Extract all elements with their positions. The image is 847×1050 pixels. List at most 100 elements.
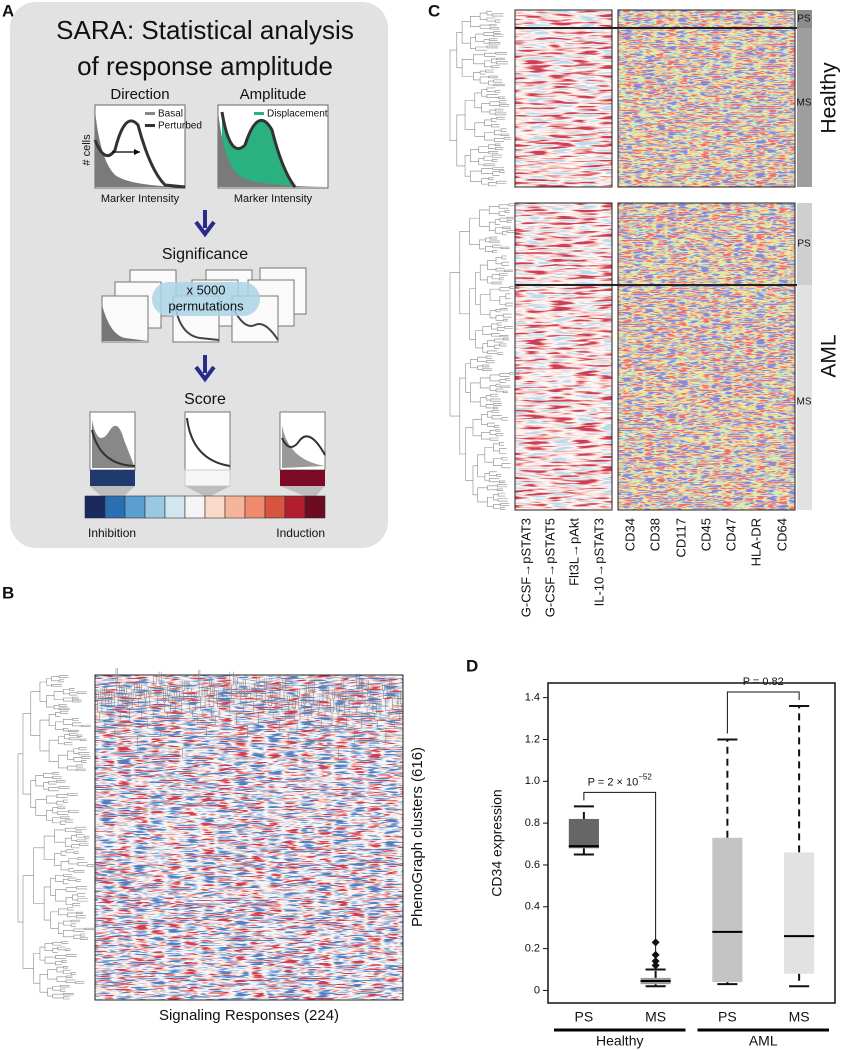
heatmap bbox=[95, 675, 403, 1000]
arrow bbox=[194, 355, 216, 383]
y-tick-label: 1.4 bbox=[525, 692, 540, 704]
column-label: G-CSF→pSTAT3 bbox=[518, 518, 533, 617]
column-label: CD45 bbox=[698, 518, 713, 551]
mini-curve bbox=[92, 420, 135, 468]
basal-curve bbox=[95, 110, 185, 187]
score-swatch bbox=[90, 470, 135, 486]
mini-curve bbox=[186, 417, 231, 467]
subgroup-label: PS bbox=[797, 14, 811, 25]
annotation-text: P = 0.82 bbox=[743, 676, 784, 688]
y-axis-label: # cells bbox=[81, 134, 93, 166]
box bbox=[712, 837, 743, 983]
y-axis-label: PhenoGraph clusters (616) bbox=[409, 747, 426, 927]
mini-curve bbox=[281, 435, 326, 456]
group-label: Healthy bbox=[596, 1033, 643, 1049]
y-tick-label: 0.4 bbox=[525, 901, 540, 913]
x-tick-label: MS bbox=[645, 1009, 666, 1025]
box bbox=[568, 818, 599, 849]
plot-frame bbox=[547, 682, 836, 1004]
legend-swatch bbox=[145, 112, 155, 115]
column-label: CD47 bbox=[723, 518, 738, 551]
dendrogram bbox=[17, 675, 97, 1000]
x-axis-label: Marker Intensity bbox=[101, 193, 180, 205]
column-label: IL-10→pSTAT3 bbox=[591, 518, 606, 606]
dendrogram bbox=[95, 668, 403, 759]
panel-label: C bbox=[428, 1, 440, 20]
panel-label: A bbox=[2, 1, 14, 20]
dendrogram bbox=[449, 203, 520, 510]
colorbar-label: Inhibition bbox=[88, 526, 136, 540]
heatmap bbox=[618, 10, 795, 187]
legend-label: Basal bbox=[158, 109, 183, 120]
title: SARA: Statistical analysis bbox=[56, 15, 354, 45]
mini-curve bbox=[102, 305, 148, 341]
annotation: P = 2 × 10−52 bbox=[588, 773, 653, 789]
y-tick-label: 1.2 bbox=[525, 733, 540, 745]
annotation-exponent: −52 bbox=[638, 773, 652, 782]
subgroup-bar bbox=[797, 285, 812, 510]
basal-curve bbox=[218, 110, 328, 187]
column-label: CD117 bbox=[673, 518, 688, 558]
y-tick-label: 0.8 bbox=[525, 817, 540, 829]
box bbox=[784, 852, 815, 974]
column-label: CD38 bbox=[647, 518, 662, 551]
score-swatch bbox=[280, 470, 325, 486]
group-label: Healthy bbox=[818, 62, 841, 134]
x-tick-label: MS bbox=[789, 1009, 810, 1025]
subgroup-label: PS bbox=[797, 239, 811, 250]
zoom-wedges bbox=[90, 486, 325, 496]
score-plot bbox=[184, 411, 231, 471]
panel-b: B Signaling Responses (224) PhenoGraph c… bbox=[2, 583, 426, 1023]
subtitle: Amplitude bbox=[240, 86, 307, 103]
x-axis-label: Marker Intensity bbox=[234, 193, 313, 205]
heatmap bbox=[515, 10, 612, 187]
displacement-area bbox=[222, 112, 295, 187]
heatmap-frame bbox=[94, 674, 404, 1001]
group-label: AML bbox=[818, 334, 841, 377]
colorbar-label: Induction bbox=[276, 526, 325, 540]
column-label: CD64 bbox=[774, 518, 789, 551]
legend-swatch bbox=[254, 112, 264, 115]
subgroup-bar bbox=[797, 10, 812, 28]
x-tick-label: PS bbox=[575, 1009, 594, 1025]
panel-label: D bbox=[466, 656, 478, 675]
panel-c: C PS MS PS MS Healthy AML G-CSF→pSTAT3 G-… bbox=[428, 1, 841, 617]
step-label: Significance bbox=[162, 246, 248, 263]
annotation: P = 0.82 bbox=[743, 676, 784, 688]
group-label: AML bbox=[749, 1033, 778, 1049]
heatmap bbox=[515, 203, 612, 510]
mini-curve bbox=[233, 309, 279, 341]
heatmap bbox=[618, 203, 795, 510]
outlier bbox=[651, 961, 660, 970]
mini-curve bbox=[282, 425, 325, 468]
annotation-text: P = 2 × 10 bbox=[588, 776, 639, 788]
column-label: CD34 bbox=[622, 518, 637, 551]
subgroup-label: MS bbox=[797, 98, 812, 109]
y-tick-label: 1.0 bbox=[525, 775, 540, 787]
perturbed-curve bbox=[220, 111, 297, 188]
y-tick-label: 0.2 bbox=[525, 943, 540, 955]
mini-curve bbox=[91, 429, 136, 467]
y-axis-label: CD34 expression bbox=[489, 789, 505, 896]
score-swatch bbox=[184, 469, 231, 487]
arrow-head bbox=[134, 149, 140, 155]
panel-label: B bbox=[2, 583, 14, 602]
subgroup-bar bbox=[797, 28, 812, 187]
y-tick-label: 0 bbox=[534, 984, 540, 996]
x-axis-label: Signaling Responses (224) bbox=[159, 1007, 339, 1024]
dendrogram bbox=[449, 10, 511, 187]
panel-d: D CD34 expression 0 0.2 0.4 0.6 0.8 1.0 1.2 1.4… bbox=[466, 656, 836, 1049]
column-label: G-CSF→pSTAT5 bbox=[542, 518, 557, 617]
colorbar bbox=[84, 495, 326, 519]
panel-a: A SARA: Statistical analysis of response… bbox=[2, 1, 388, 548]
arrow bbox=[194, 210, 216, 238]
subtitle: Direction bbox=[110, 86, 169, 103]
title: of response amplitude bbox=[77, 51, 333, 81]
step-label: Score bbox=[184, 391, 226, 408]
significance-bracket bbox=[726, 691, 800, 734]
y-tick-label: 0.6 bbox=[525, 859, 540, 871]
perturbed-curve bbox=[93, 119, 186, 189]
permutation-text: permutations bbox=[168, 298, 244, 313]
significance-bracket bbox=[583, 791, 657, 964]
